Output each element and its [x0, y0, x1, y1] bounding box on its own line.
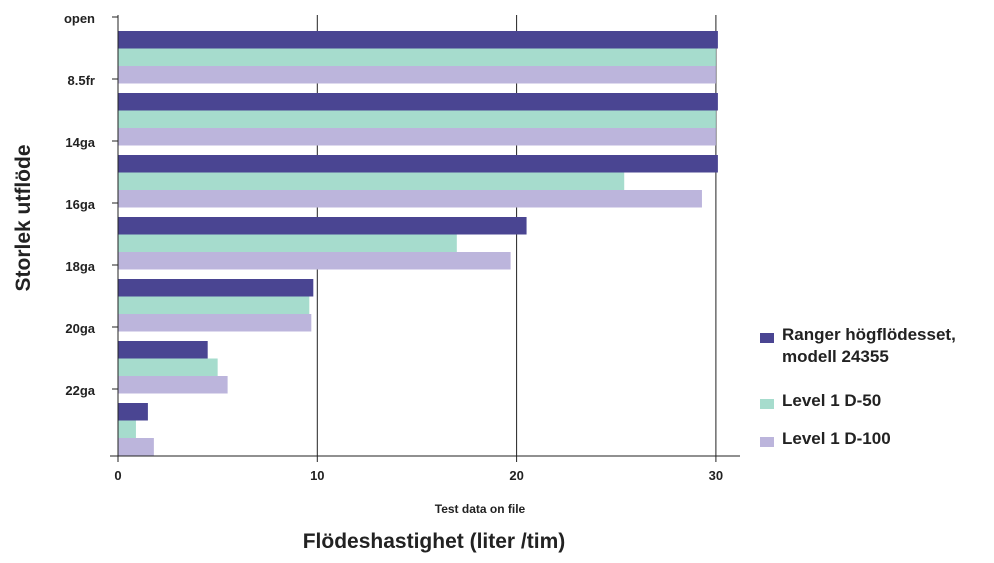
legend-label-1: Ranger högflödesset, modell 24355 — [782, 325, 956, 366]
bar-3-1 — [118, 66, 716, 84]
bar-1-5 — [118, 279, 314, 297]
x-tick-label-2: 20 — [509, 468, 523, 483]
test-data-note: Test data on file — [435, 502, 526, 516]
bar-1-6 — [118, 341, 208, 359]
legend-label-2: Level 1 D-50 — [782, 391, 881, 410]
y-axis-title: Storlek utflöde — [12, 144, 35, 291]
legend-swatch-3 — [760, 437, 774, 447]
bar-2-2 — [118, 110, 716, 128]
x-tick-label-3: 30 — [709, 468, 723, 483]
bar-2-1 — [118, 48, 716, 66]
axes: open 8.5fr 14ga 16ga 18ga 20ga 22ga 0 10 20 30 — [64, 11, 740, 483]
bar-2-5 — [118, 296, 310, 314]
bar-2-4 — [118, 234, 457, 252]
y-tick-label-1: 8.5fr — [68, 73, 95, 88]
legend-label-1-line-1: Ranger högflödesset, — [782, 325, 956, 344]
bar-3-6 — [118, 376, 228, 394]
x-axis-title: Flödeshastighet (liter /tim) — [303, 530, 566, 553]
y-tick-label-6: 22ga — [65, 383, 95, 398]
bar-3-5 — [118, 314, 312, 332]
legend-label-3: Level 1 D-100 — [782, 429, 891, 448]
bar-3-3 — [118, 190, 702, 208]
bar-2-3 — [118, 172, 625, 190]
bar-3-7 — [118, 438, 154, 456]
y-tick-label-2: 14ga — [65, 135, 95, 150]
bar-2-6 — [118, 358, 218, 376]
bar-1-1 — [118, 31, 718, 49]
bar-1-2 — [118, 93, 718, 111]
x-tick-label-0: 0 — [114, 468, 121, 483]
y-tick-label-4: 18ga — [65, 259, 95, 274]
bar-3-2 — [118, 128, 716, 146]
bars — [118, 31, 718, 456]
x-tick-label-1: 10 — [310, 468, 324, 483]
y-tick-label-3: 16ga — [65, 197, 95, 212]
bar-3-4 — [118, 252, 511, 270]
bar-1-4 — [118, 217, 527, 235]
bar-2-7 — [118, 420, 136, 438]
y-tick-label-0: open — [64, 11, 95, 26]
legend-swatch-2 — [760, 399, 774, 409]
legend: Ranger högflödesset, modell 24355 Level 1 … — [760, 325, 956, 448]
y-tick-label-5: 20ga — [65, 321, 95, 336]
bar-1-7 — [118, 403, 148, 421]
legend-label-1-line-2: modell 24355 — [782, 347, 889, 366]
bar-1-3 — [118, 155, 718, 173]
legend-swatch-1 — [760, 333, 774, 343]
